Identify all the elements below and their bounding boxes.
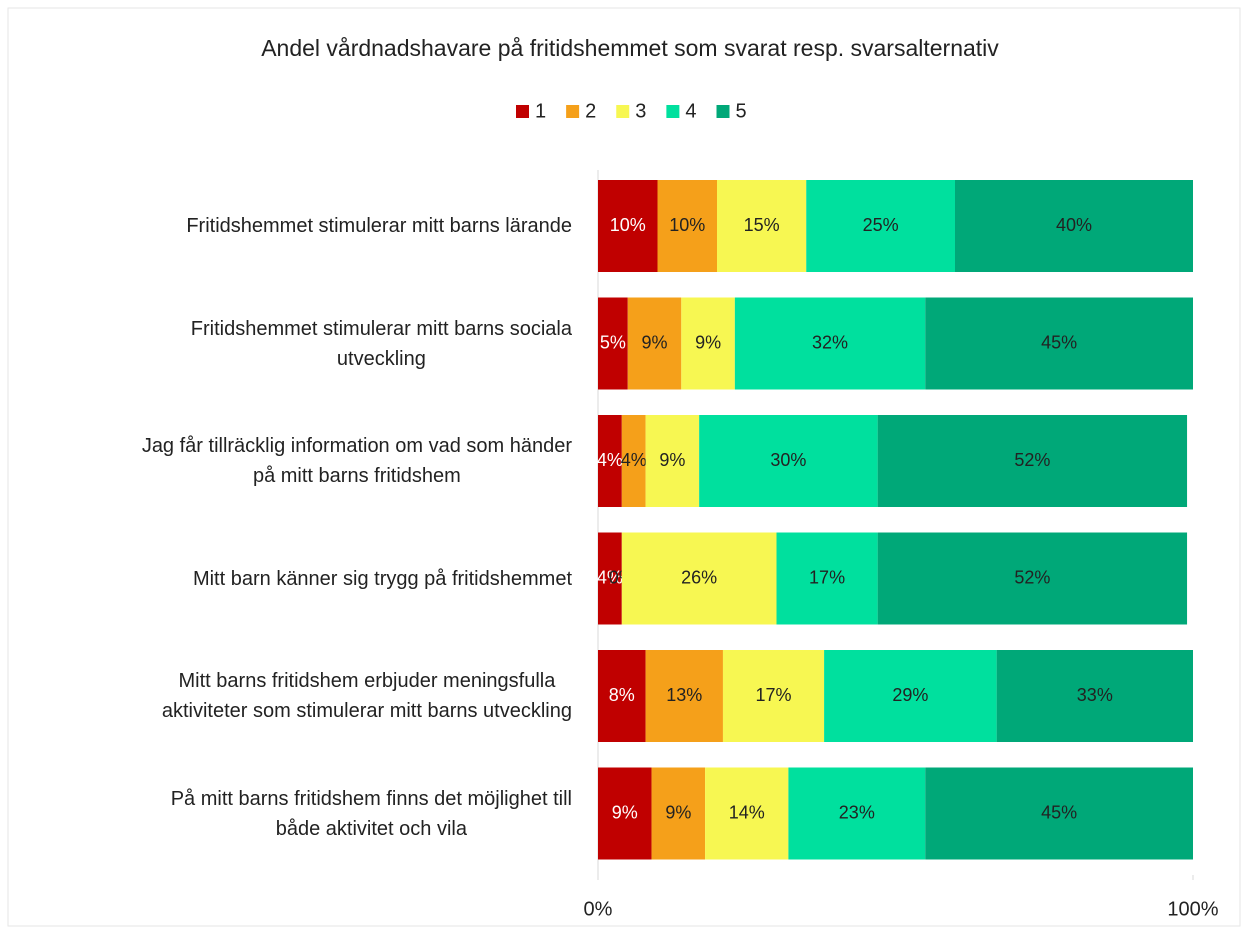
legend-swatch [716,105,730,118]
value-label: 45% [1041,332,1077,352]
bar-segment [722,650,825,742]
value-label: 5% [600,332,626,352]
category-label: Mitt barn känner sig trygg på fritidshem… [192,567,572,590]
bar-segment [824,650,997,742]
bar-segment [598,297,628,390]
bar-segment [734,297,926,390]
value-label: 9% [659,450,685,470]
bar-segment [925,297,1193,390]
chart-border [7,7,1241,927]
value-label: 15% [744,215,780,235]
value-label: 9% [642,332,668,352]
bar-segment [806,180,955,272]
category-label: På mitt barns fritidshem finns det möjli… [170,787,572,840]
bar-segment [621,415,646,507]
bar-segment [598,415,622,507]
x-tick-label: 0% [584,898,613,920]
category-label: Mitt barns fritidshem erbjuder meningsfu… [161,670,572,722]
value-label: 52% [1014,567,1050,587]
value-label: 32% [812,332,848,352]
value-label: 4% [621,450,647,470]
bar-segment [877,532,1188,625]
bar-segment [645,415,700,507]
bar-segment [645,650,723,742]
bar-segment [621,532,777,625]
bar-segment [657,180,717,272]
bar-segment [598,650,646,742]
legend-label: 3 [635,100,646,122]
value-label: 10% [610,215,646,235]
category-label: Jag får tillräcklig information om vad s… [141,435,572,487]
bar-segment [598,532,622,625]
legend-swatch [516,105,529,118]
value-label: 9% [665,802,691,822]
bar-segment [776,532,878,625]
value-label: 17% [809,567,845,587]
bar-segment [651,767,706,860]
legend-label: 2 [585,100,596,122]
bar-segment [788,767,926,860]
legend-label: 4 [685,100,696,122]
bar-segment [627,297,682,390]
bar-segment [955,180,1193,272]
value-label: 4% [597,567,623,587]
value-label: 17% [756,685,792,705]
value-label: 29% [892,685,928,705]
chart-title: Andel vårdnadshavare på fritidshemmet so… [261,35,999,61]
value-label: 9% [612,802,638,822]
bar-segment [705,767,789,860]
value-label: 52% [1014,450,1050,470]
bar-segment [877,415,1188,507]
legend-label: 5 [736,100,747,122]
value-label: 10% [669,215,705,235]
x-tick-label: 100% [1167,898,1218,920]
value-label: 45% [1041,802,1077,822]
value-label: 23% [839,802,875,822]
value-label: 13% [666,685,702,705]
value-label: 33% [1077,685,1113,705]
bar-segment [699,415,878,507]
value-label: 14% [729,802,765,822]
value-label: 30% [770,450,806,470]
legend-label: 1 [535,100,546,122]
category-label: Fritidshemmet stimulerar mitt barns lära… [186,215,572,237]
value-label: 40% [1056,215,1092,235]
bar-segment [996,650,1193,742]
bar-segment [598,767,652,860]
value-label: 8% [609,685,635,705]
bar-segment [681,297,735,390]
value-label: 25% [863,215,899,235]
legend-swatch [566,105,580,118]
value-label: 9% [695,332,721,352]
legend-swatch [666,105,680,118]
value-label: 4% [597,450,623,470]
value-label: 26% [681,567,717,587]
bar-segment [925,767,1193,860]
legend-swatch [616,105,630,118]
category-label: Fritidshemmet stimulerar mitt barns soci… [190,317,572,370]
bar-segment [598,180,658,272]
bar-segment [717,180,807,272]
